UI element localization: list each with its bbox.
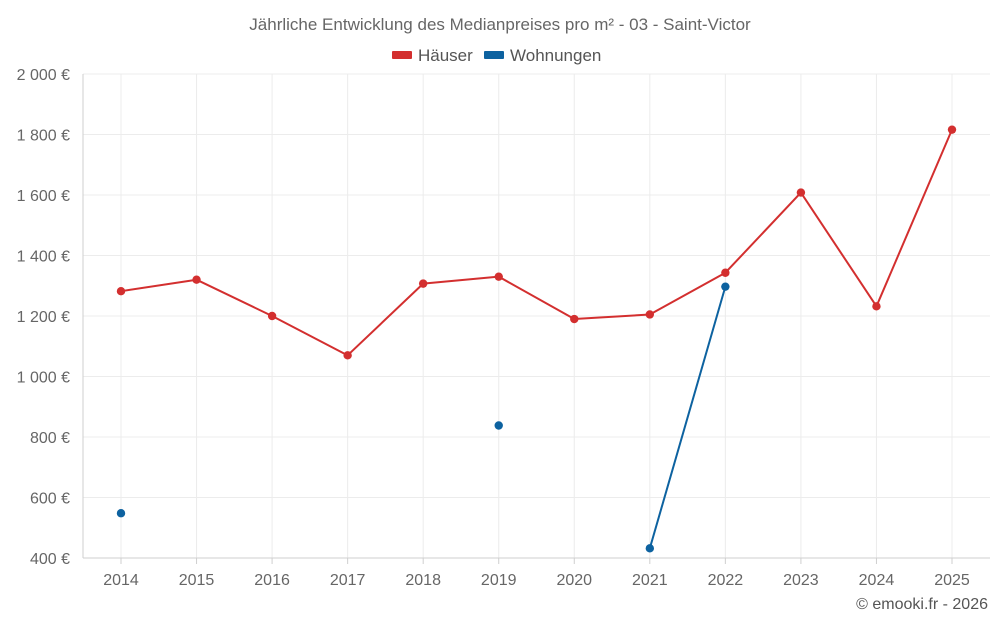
x-tick-label: 2019 bbox=[481, 572, 517, 589]
series-wohnungen bbox=[116, 282, 730, 553]
x-tick-label: 2017 bbox=[330, 572, 366, 589]
y-tick-label: 600 € bbox=[30, 491, 70, 508]
y-tick-label: 800 € bbox=[30, 430, 70, 447]
data-point-haeuser[interactable] bbox=[267, 311, 277, 321]
data-point-haeuser[interactable] bbox=[343, 351, 352, 360]
data-point-wohnungen[interactable] bbox=[721, 282, 730, 291]
legend-label-haeuser: Häuser bbox=[418, 46, 473, 65]
y-tick-label: 400 € bbox=[30, 551, 70, 568]
legend-swatch-haeuser bbox=[392, 51, 412, 59]
x-tick-label: 2025 bbox=[934, 572, 970, 589]
x-tick-label: 2022 bbox=[708, 572, 744, 589]
data-point-haeuser[interactable] bbox=[645, 310, 655, 319]
data-point-haeuser[interactable] bbox=[721, 268, 730, 277]
x-tick-label: 2015 bbox=[179, 572, 215, 589]
data-point-haeuser[interactable] bbox=[947, 125, 957, 134]
data-point-haeuser[interactable] bbox=[796, 188, 806, 197]
x-tick-label: 2014 bbox=[103, 572, 139, 589]
legend-item-wohnungen[interactable]: Wohnungen bbox=[484, 46, 601, 65]
x-tick-label: 2016 bbox=[254, 572, 290, 589]
legend-swatch-wohnungen bbox=[484, 51, 504, 59]
y-tick-label: 1 200 € bbox=[17, 309, 70, 326]
data-point-wohnungen[interactable] bbox=[494, 421, 503, 430]
data-point-haeuser[interactable] bbox=[418, 279, 428, 288]
y-tick-label: 1 400 € bbox=[17, 249, 70, 266]
data-point-haeuser[interactable] bbox=[872, 302, 881, 311]
data-point-wohnungen[interactable] bbox=[116, 509, 126, 518]
series-line-wohnungen bbox=[648, 286, 727, 549]
data-point-wohnungen[interactable] bbox=[645, 544, 655, 553]
axes: 400 € 600 € 800 € 1 000 € 1 200 € 1 400 € 1 60… bbox=[17, 67, 990, 589]
grid bbox=[83, 73, 990, 558]
credit-text: © emooki.fr - 2026 bbox=[856, 596, 988, 613]
series-haeuser bbox=[116, 125, 957, 360]
series-line-haeuser bbox=[120, 129, 953, 357]
x-tick-label: 2020 bbox=[556, 572, 592, 589]
x-tick-label: 2018 bbox=[405, 572, 441, 589]
y-tick-label: 1 800 € bbox=[17, 128, 70, 145]
data-point-haeuser[interactable] bbox=[192, 275, 201, 284]
y-tick-label: 1 000 € bbox=[17, 370, 70, 387]
legend-label-wohnungen: Wohnungen bbox=[510, 46, 601, 65]
x-tick-label: 2021 bbox=[632, 572, 668, 589]
data-point-haeuser[interactable] bbox=[494, 272, 503, 281]
data-point-haeuser[interactable] bbox=[570, 314, 579, 324]
legend-item-haeuser[interactable]: Häuser bbox=[392, 46, 473, 65]
chart-title: Jährliche Entwicklung des Medianpreises … bbox=[249, 15, 751, 34]
y-tick-label: 1 600 € bbox=[17, 188, 70, 205]
x-tick-label: 2023 bbox=[783, 572, 819, 589]
y-tick-label: 2 000 € bbox=[17, 67, 70, 84]
x-tick-label: 2024 bbox=[859, 572, 895, 589]
data-point-haeuser[interactable] bbox=[116, 286, 126, 296]
legend: Häuser Wohnungen bbox=[392, 46, 601, 65]
plot-area bbox=[116, 125, 957, 553]
